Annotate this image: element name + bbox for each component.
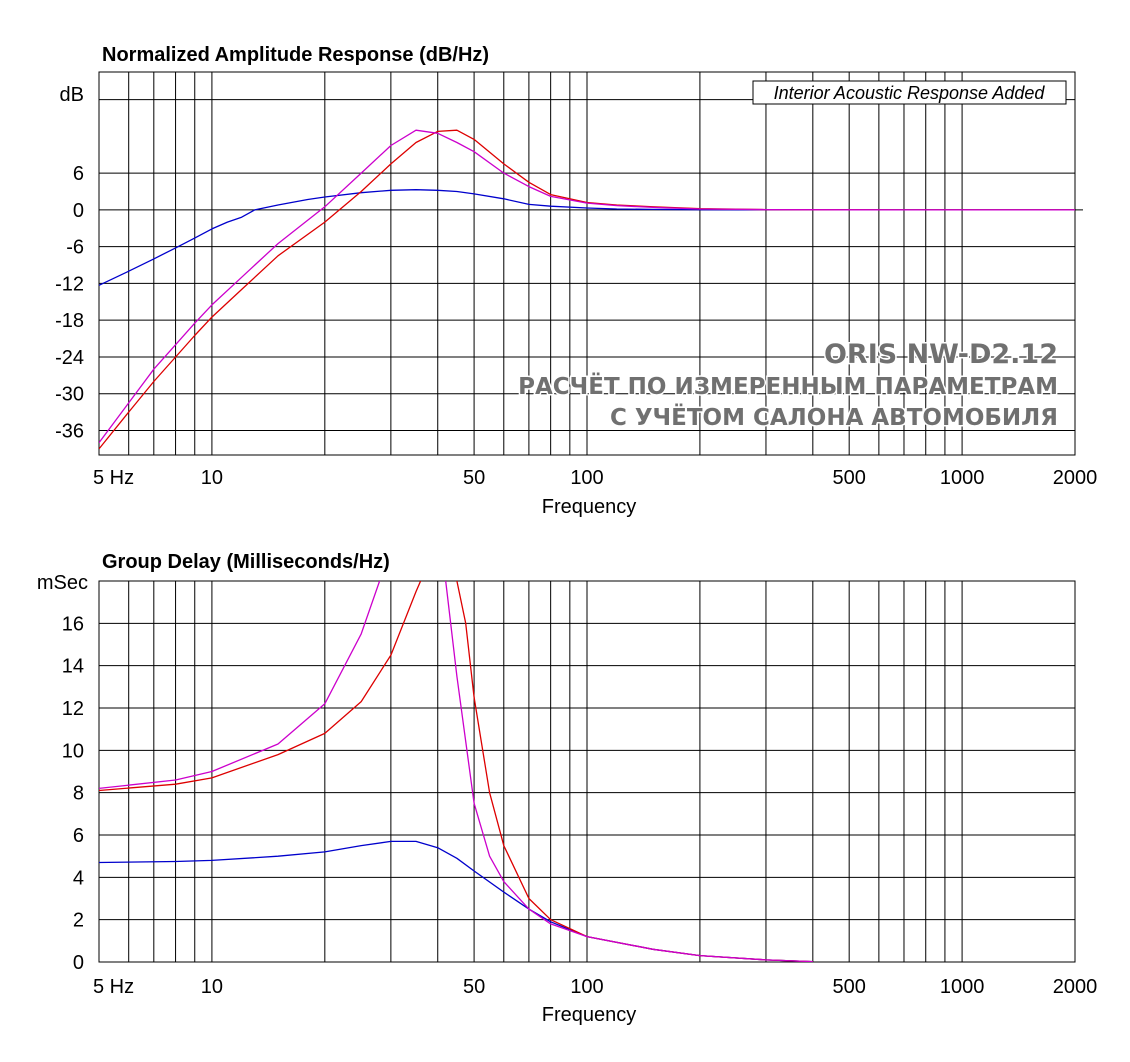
series-line-1 (99, 581, 813, 962)
x-tick-label: 1000 (940, 467, 985, 489)
y-tick-label: 6 (73, 163, 84, 185)
x-tick-label: 50 (463, 976, 485, 998)
y-tick-label: -18 (55, 310, 84, 332)
amplitude-x-axis-label: Frequency (542, 496, 637, 518)
y-tick-label: 14 (62, 656, 84, 678)
y-tick-label: -36 (55, 420, 84, 442)
x-tick-label: 100 (570, 976, 603, 998)
series-line-2 (99, 129, 1075, 444)
interior-note-box: Interior Acoustic Response Added (752, 80, 1067, 105)
delay-chart-title: Group Delay (Milliseconds/Hz) (102, 551, 390, 573)
watermark-line-1: ORIS NW-D2.12 (824, 339, 1058, 370)
x-tick-label: 10 (201, 976, 223, 998)
y-tick-label: 16 (62, 613, 84, 635)
group-delay-chart: Group Delay (Milliseconds/Hz) mSec 0 2 4 6 8… (37, 551, 1097, 1026)
watermark-line-2: РАСЧЁТ ПО ИЗМЕРЕННЫМ ПАРАМЕТРАМ (518, 372, 1058, 400)
watermark: ORIS NW-D2.12 РАСЧЁТ ПО ИЗМЕРЕННЫМ ПАРАМ… (517, 338, 1060, 433)
watermark-line-3: С УЧЁТОМ САЛОНА АВТОМОБИЛЯ (610, 403, 1058, 431)
x-tick-label: 5 Hz (93, 467, 134, 489)
delay-y-unit-label: mSec (37, 572, 88, 594)
y-tick-label: 6 (73, 825, 84, 847)
y-tick-label: 0 (73, 952, 84, 974)
x-tick-label: 50 (463, 467, 485, 489)
delay-series (99, 581, 813, 962)
y-tick-label: 2 (73, 910, 84, 932)
delay-y-tick-labels: 0 2 4 6 8 10 12 14 16 (62, 613, 84, 974)
y-tick-label: 0 (73, 200, 84, 222)
amplitude-x-tick-labels: 5 Hz 10 50 100 500 1000 2000 (93, 467, 1097, 489)
y-tick-label: 10 (62, 740, 84, 762)
amplitude-series (99, 129, 1075, 450)
y-tick-label: 8 (73, 783, 84, 805)
amplitude-grid (99, 72, 1083, 455)
x-tick-label: 500 (832, 467, 865, 489)
delay-x-tick-labels: 5 Hz 10 50 100 500 1000 2000 (93, 976, 1097, 998)
series-line-0 (99, 840, 813, 962)
amplitude-response-chart: Normalized Amplitude Response (dB/Hz) dB… (55, 44, 1097, 518)
amplitude-y-tick-labels: 6 0 -6 -12 -18 -24 -30 -36 (55, 163, 84, 442)
amplitude-y-unit-label: dB (60, 84, 84, 106)
x-tick-label: 1000 (940, 976, 985, 998)
x-tick-label: 5 Hz (93, 976, 134, 998)
x-tick-label: 2000 (1053, 467, 1098, 489)
x-tick-label: 10 (201, 467, 223, 489)
x-tick-label: 100 (570, 467, 603, 489)
interior-note-text: Interior Acoustic Response Added (774, 83, 1046, 103)
amplitude-plot-frame (98, 71, 1076, 456)
y-tick-label: -6 (66, 237, 84, 259)
y-tick-label: -24 (55, 347, 84, 369)
y-tick-label: 4 (73, 867, 84, 889)
y-tick-label: -30 (55, 384, 84, 406)
delay-plot-frame (98, 580, 1076, 963)
series-line-2 (99, 581, 813, 962)
y-tick-label: -12 (55, 273, 84, 295)
y-tick-label: 12 (62, 698, 84, 720)
x-tick-label: 2000 (1053, 976, 1098, 998)
delay-x-axis-label: Frequency (542, 1004, 637, 1026)
amplitude-chart-title: Normalized Amplitude Response (dB/Hz) (102, 44, 489, 66)
x-tick-label: 500 (832, 976, 865, 998)
delay-grid (99, 581, 1076, 963)
